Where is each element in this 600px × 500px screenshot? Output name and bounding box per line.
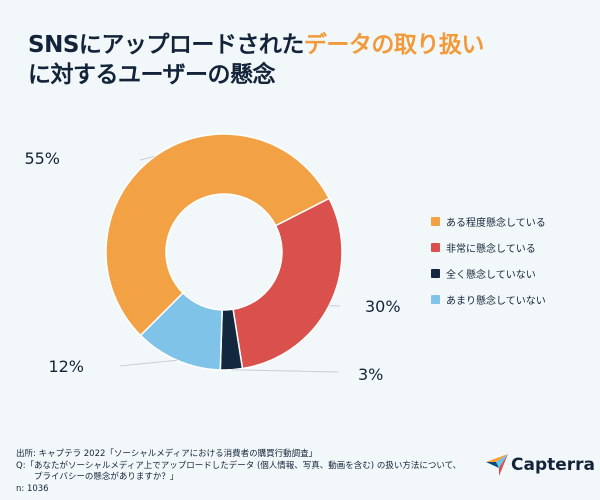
footer-notes: 出所: キャプテラ 2022「ソーシャルメディアにおける消費者の購買行動調査」 … <box>16 449 461 495</box>
legend-item: あまり懸念していない <box>431 286 546 312</box>
legend-label: あまり懸念していない <box>446 295 546 307</box>
legend-swatch <box>431 294 440 304</box>
data-label: 3% <box>358 365 383 384</box>
donut-slice <box>105 133 331 337</box>
leader-line <box>231 369 339 373</box>
data-label: 30% <box>365 297 401 316</box>
question-note: Q:「あなたがソーシャルメディア上でアップロードしたデータ (個人情報、写真、動… <box>16 460 462 471</box>
legend-swatch <box>431 268 440 278</box>
title-highlight: データの取り扱い <box>303 32 485 58</box>
chart-title: SNSにアップロードされたデータの取り扱い に対するユーザーの懸念 <box>28 30 484 90</box>
legend-label: 非常に懸念している <box>446 243 536 255</box>
legend-item: 非常に懸念している <box>431 234 546 260</box>
title-line2: に対するユーザーの懸念 <box>28 62 276 88</box>
sample-size: n: 1036 <box>16 483 49 494</box>
donut-slice <box>139 291 223 371</box>
legend-swatch <box>431 216 440 226</box>
legend-label: 全く懸念していない <box>446 269 536 281</box>
data-label: 55% <box>24 149 60 168</box>
legend-item: ある程度懸念している <box>431 208 546 234</box>
data-label: 12% <box>48 357 84 376</box>
title-part1: SNSにアップロードされた <box>28 32 304 58</box>
question-note-cont: プライバシーの懸念がありますか？」 <box>34 472 179 482</box>
legend-item: 全く懸念していない <box>431 260 546 286</box>
capterra-arrow-icon <box>486 454 508 476</box>
logo-text: Capterra <box>511 455 596 475</box>
leader-line <box>119 359 178 367</box>
leader-line <box>139 156 155 161</box>
legend: ある程度懸念している 非常に懸念している 全く懸念していない あまり懸念していな… <box>431 208 546 312</box>
legend-label: ある程度懸念している <box>446 217 546 229</box>
legend-swatch <box>431 242 440 252</box>
donut-slice <box>232 197 343 370</box>
capterra-logo: Capterra <box>486 454 595 476</box>
source-note: 出所: キャプテラ 2022「ソーシャルメディアにおける消費者の購買行動調査」 <box>16 449 318 459</box>
